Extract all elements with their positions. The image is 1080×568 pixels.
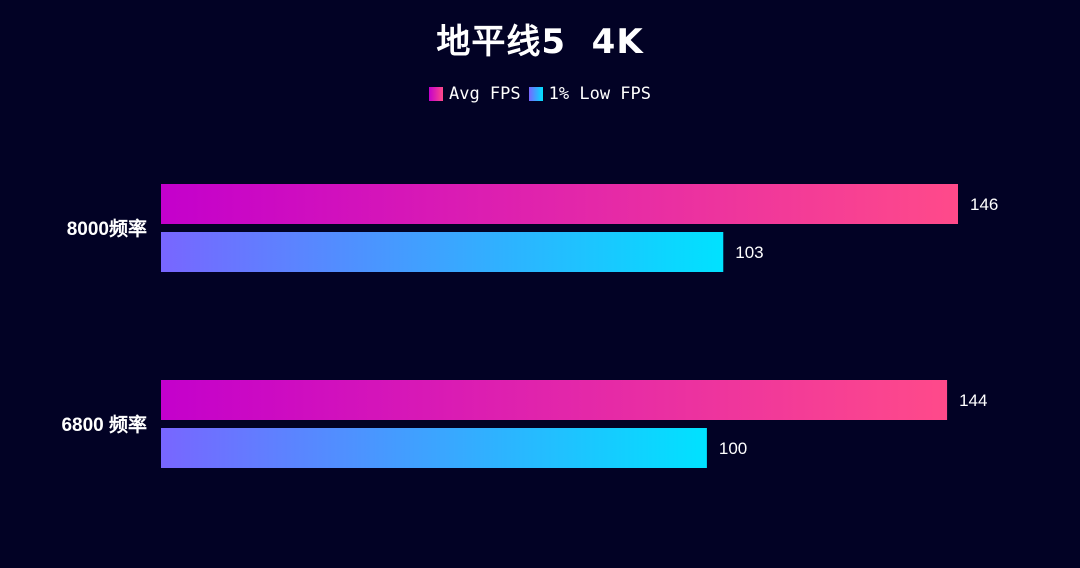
legend-item-low-fps: 1% Low FPS [528, 84, 651, 104]
value-label-avg-fps-0: 146 [970, 195, 998, 214]
bar-avg-fps-0 [161, 184, 958, 224]
legend-label-avg-fps: Avg FPS [448, 84, 521, 104]
category-label-0: 8000频率 [67, 217, 147, 240]
bar-1-low-fps-0 [161, 232, 724, 272]
legend-swatch-avg-fps [428, 87, 443, 101]
bar-1-low-fps-1 [161, 428, 707, 468]
bar-avg-fps-1 [161, 380, 948, 420]
legend-item-avg-fps: Avg FPS [428, 84, 521, 104]
chart-title: 地平线5 4K [436, 22, 644, 62]
value-label-1-low-fps-1: 100 [719, 439, 747, 458]
value-label-1-low-fps-0: 103 [735, 243, 763, 262]
category-label-1: 6800 频率 [61, 413, 147, 436]
legend: Avg FPS 1% Low FPS [0, 84, 1080, 104]
legend-label-low-fps: 1% Low FPS [548, 84, 651, 104]
legend-swatch-low-fps [528, 87, 543, 101]
value-label-avg-fps-1: 144 [959, 391, 987, 410]
